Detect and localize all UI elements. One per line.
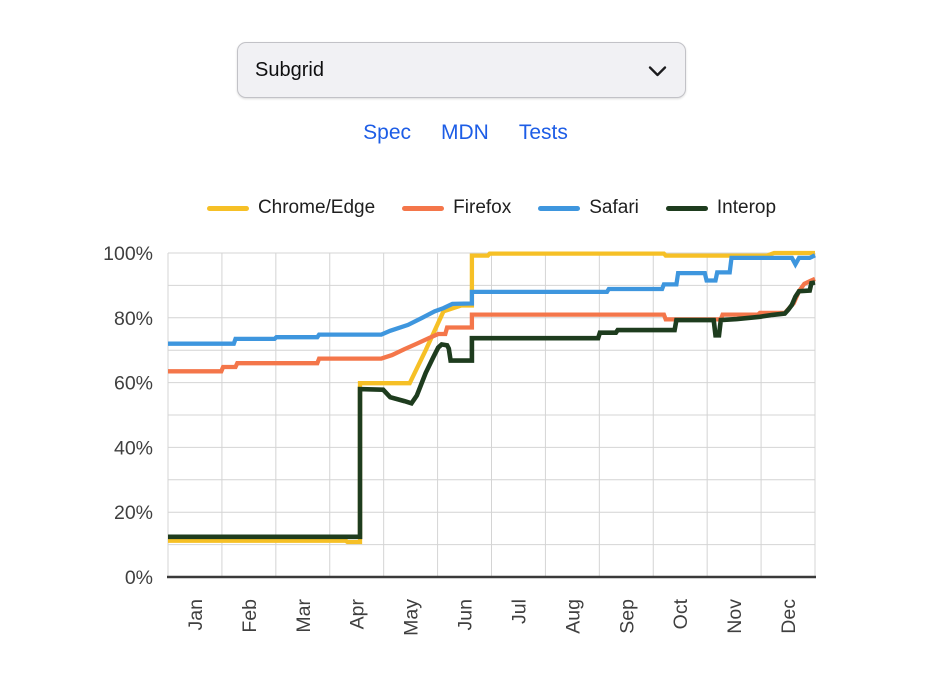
month-label: Jan xyxy=(185,599,207,630)
chrome-edge-swatch-icon xyxy=(206,205,249,211)
chevron-down-icon xyxy=(648,66,667,77)
month-label: Nov xyxy=(724,599,746,634)
feature-select[interactable]: Subgrid xyxy=(237,42,686,98)
legend-item-safari: Safari xyxy=(538,197,639,219)
chart-legend: Chrome/Edge Firefox Safari Interop xyxy=(168,197,815,219)
legend-item-interop: Interop xyxy=(665,197,777,219)
month-label: Feb xyxy=(239,599,261,633)
interop-swatch-icon xyxy=(665,205,708,211)
mdn-link[interactable]: MDN xyxy=(441,121,489,144)
legend-item-chrome-edge: Chrome/Edge xyxy=(206,197,376,219)
spec-link[interactable]: Spec xyxy=(363,121,412,144)
y-tick-label: 20% xyxy=(114,502,153,524)
legend-label: Safari xyxy=(589,197,639,218)
tests-link[interactable]: Tests xyxy=(518,121,568,144)
series-line-safari xyxy=(168,253,816,346)
month-label: Jun xyxy=(455,599,477,630)
month-label: Jul xyxy=(508,599,530,624)
y-tick-label: 80% xyxy=(114,308,153,330)
month-label: Mar xyxy=(293,599,315,633)
y-tick-label: 60% xyxy=(114,373,153,395)
month-label: Apr xyxy=(347,599,369,630)
month-label: Dec xyxy=(778,599,800,634)
month-label: Aug xyxy=(562,599,584,634)
month-label: Oct xyxy=(670,598,692,629)
y-tick-label: 0% xyxy=(125,567,153,589)
month-label: Sep xyxy=(616,599,638,634)
safari-swatch-icon xyxy=(538,205,581,211)
legend-label: Interop xyxy=(716,197,777,218)
series-line-interop xyxy=(168,280,816,540)
month-label: May xyxy=(401,599,423,636)
legend-label: Firefox xyxy=(453,197,512,218)
legend-item-firefox: Firefox xyxy=(402,197,511,219)
legend-label: Chrome/Edge xyxy=(257,197,376,218)
resource-links: Spec MDN Tests xyxy=(0,121,931,145)
y-tick-label: 100% xyxy=(103,243,153,265)
y-tick-label: 40% xyxy=(114,437,153,459)
feature-select-value: Subgrid xyxy=(255,59,324,81)
firefox-swatch-icon xyxy=(402,205,445,211)
